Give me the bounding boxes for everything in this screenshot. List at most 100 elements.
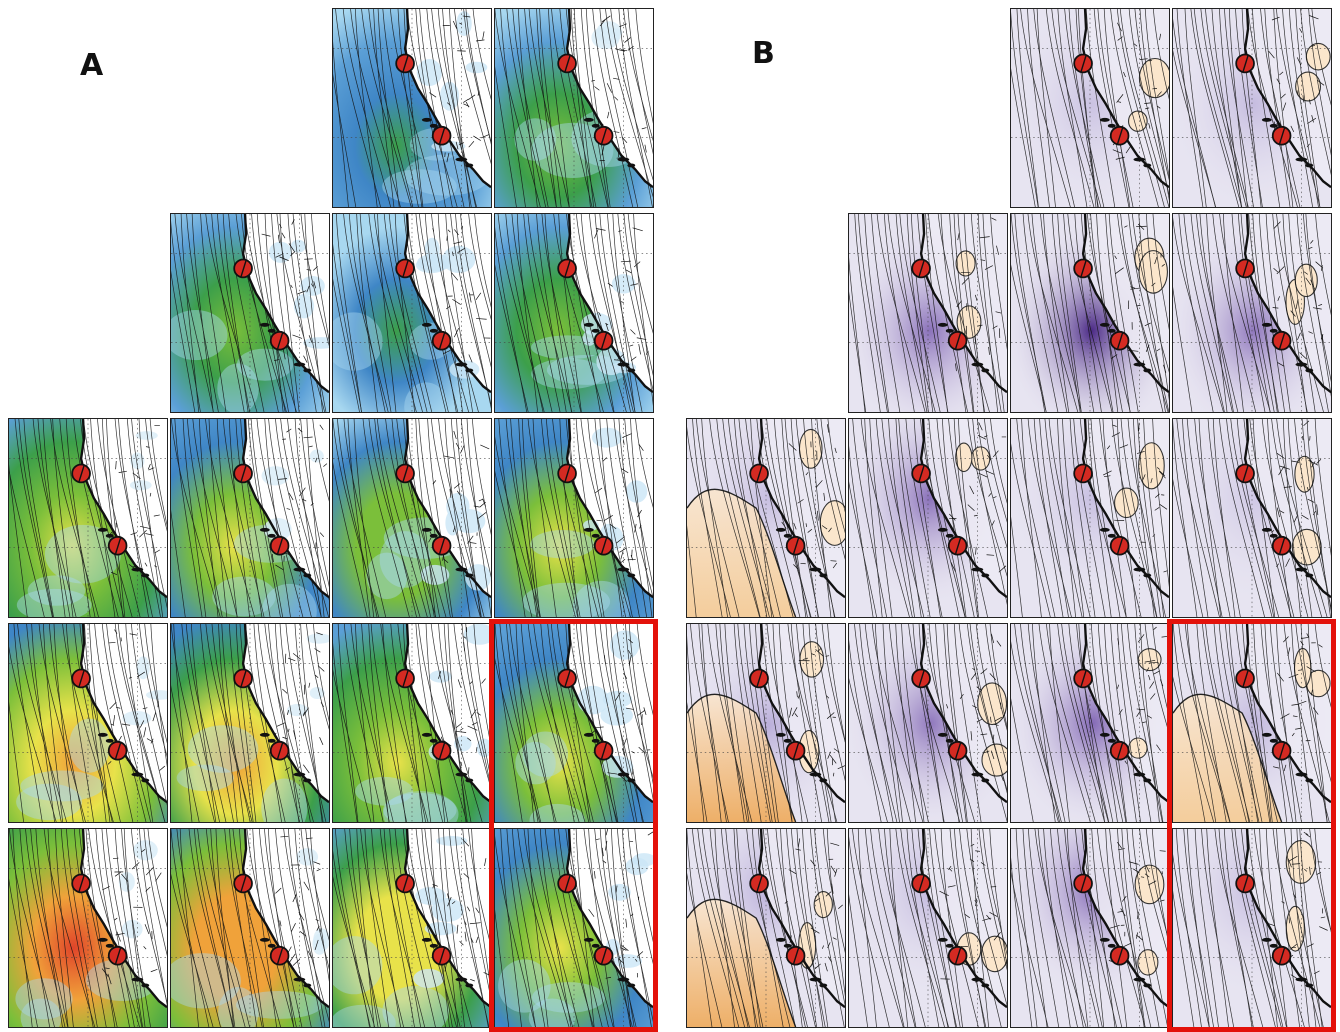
- wind-field-map: [171, 624, 329, 822]
- site-marker-1: [395, 258, 415, 279]
- wind-field-map: [495, 214, 653, 412]
- map-panel-b-r4-c3: [1010, 623, 1170, 823]
- site-marker-1: [557, 463, 577, 484]
- wind-field-map: [1173, 419, 1331, 617]
- site-marker-2: [947, 330, 968, 351]
- wind-field-map: [849, 419, 1007, 617]
- map-panel-a-r2-c3: [332, 213, 492, 413]
- wind-field-map: [687, 829, 845, 1027]
- map-panel-a-r2-c4: [494, 213, 654, 413]
- wind-field-map: [1011, 419, 1169, 617]
- wind-field-map: [171, 419, 329, 617]
- map-panel-b-r2-c4: [1172, 213, 1332, 413]
- site-marker-2: [1109, 945, 1130, 966]
- wind-field-map: [1173, 624, 1331, 822]
- map-panel-a-r4-c1: [8, 623, 168, 823]
- site-marker-2: [107, 535, 128, 556]
- wind-field-map: [849, 214, 1007, 412]
- site-marker-1: [71, 463, 91, 484]
- site-marker-2: [1109, 535, 1130, 556]
- site-marker-2: [1271, 125, 1292, 146]
- site-marker-1: [911, 873, 931, 894]
- map-panel-b-r4-c1: [686, 623, 846, 823]
- site-marker-2: [593, 330, 614, 351]
- wind-field-map: [1173, 214, 1331, 412]
- map-panel-a-r4-c4: [494, 623, 654, 823]
- map-panel-b-r3-c1: [686, 418, 846, 618]
- site-marker-1: [1073, 463, 1093, 484]
- map-panel-a-r3-c3: [332, 418, 492, 618]
- site-marker-1: [911, 668, 931, 689]
- site-marker-2: [593, 125, 614, 146]
- site-marker-2: [431, 945, 452, 966]
- site-marker-2: [1109, 740, 1130, 761]
- site-marker-1: [557, 873, 577, 894]
- site-marker-1: [395, 53, 415, 74]
- wind-field-map: [849, 829, 1007, 1027]
- wind-field-map: [687, 419, 845, 617]
- map-panel-b-r5-c4: [1172, 828, 1332, 1028]
- wind-field-map: [9, 624, 167, 822]
- panel-label-a: A: [80, 48, 104, 83]
- wind-field-map: [1011, 624, 1169, 822]
- map-panel-b-r5-c1: [686, 828, 846, 1028]
- map-panel-b-r4-c4: [1172, 623, 1332, 823]
- site-marker-1: [233, 873, 253, 894]
- site-marker-1: [233, 258, 253, 279]
- site-marker-2: [785, 535, 806, 556]
- map-panel-a-r5-c2: [170, 828, 330, 1028]
- site-marker-2: [431, 330, 452, 351]
- map-panel-b-r3-c2: [848, 418, 1008, 618]
- wind-field-map: [9, 419, 167, 617]
- map-panel-a-r3-c2: [170, 418, 330, 618]
- site-marker-1: [1235, 53, 1255, 74]
- site-marker-2: [1109, 125, 1130, 146]
- wind-field-map: [495, 829, 653, 1027]
- site-marker-1: [911, 258, 931, 279]
- map-panel-b-r3-c3: [1010, 418, 1170, 618]
- site-marker-2: [1109, 330, 1130, 351]
- wind-field-map: [171, 829, 329, 1027]
- map-panel-a-r4-c2: [170, 623, 330, 823]
- site-marker-1: [395, 873, 415, 894]
- site-marker-1: [557, 258, 577, 279]
- site-marker-1: [911, 463, 931, 484]
- wind-field-map: [333, 624, 491, 822]
- site-marker-1: [71, 873, 91, 894]
- site-marker-1: [1073, 258, 1093, 279]
- wind-field-map: [333, 9, 491, 207]
- site-marker-2: [785, 740, 806, 761]
- wind-field-map: [495, 624, 653, 822]
- map-panel-b-r3-c4: [1172, 418, 1332, 618]
- wind-field-map: [333, 214, 491, 412]
- wind-field-map: [333, 419, 491, 617]
- site-marker-2: [785, 945, 806, 966]
- map-panel-a-r2-c2: [170, 213, 330, 413]
- site-marker-1: [557, 668, 577, 689]
- wind-field-map: [333, 829, 491, 1027]
- wind-field-map: [1011, 829, 1169, 1027]
- site-marker-2: [1271, 945, 1292, 966]
- site-marker-1: [1235, 668, 1255, 689]
- wind-field-map: [1011, 214, 1169, 412]
- site-marker-1: [1073, 668, 1093, 689]
- site-marker-2: [947, 740, 968, 761]
- wind-field-map: [9, 829, 167, 1027]
- site-marker-2: [593, 740, 614, 761]
- wind-field-map: [687, 624, 845, 822]
- wind-field-map: [849, 624, 1007, 822]
- map-panel-a-r1-c4: [494, 8, 654, 208]
- site-marker-2: [107, 740, 128, 761]
- site-marker-1: [71, 668, 91, 689]
- map-panel-b-r1-c4: [1172, 8, 1332, 208]
- site-marker-2: [107, 945, 128, 966]
- site-marker-1: [1235, 258, 1255, 279]
- map-panel-b-r4-c2: [848, 623, 1008, 823]
- map-panel-b-r5-c2: [848, 828, 1008, 1028]
- map-panel-a-r4-c3: [332, 623, 492, 823]
- map-panel-a-r5-c4: [494, 828, 654, 1028]
- site-marker-2: [947, 535, 968, 556]
- site-marker-1: [749, 873, 769, 894]
- map-panel-a-r3-c1: [8, 418, 168, 618]
